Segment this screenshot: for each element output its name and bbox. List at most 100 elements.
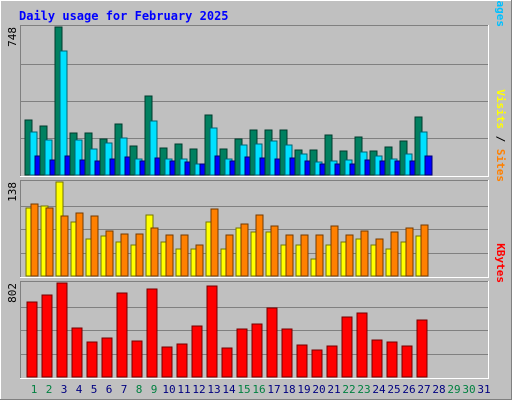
- bar-kbytes-day-14: [221, 347, 233, 378]
- bar-kbytes-day-3: [56, 282, 68, 378]
- day-label-13: 13: [207, 383, 220, 396]
- day-label-2: 2: [46, 383, 53, 396]
- bar-sites-day-3: [60, 215, 69, 277]
- bar-sites-day-10: [165, 234, 174, 277]
- day-label-4: 4: [76, 383, 83, 396]
- bar-kbytes-day-25: [386, 341, 398, 378]
- bar-kbytes-day-21: [326, 345, 338, 378]
- legend-separator: /: [494, 129, 507, 149]
- bar-sites-day-27: [420, 224, 429, 277]
- bar-kbytes-day-1: [26, 301, 38, 378]
- bar-sites-day-11: [180, 234, 189, 277]
- day-label-6: 6: [106, 383, 113, 396]
- day-label-31: 31: [477, 383, 490, 396]
- bars: [25, 181, 429, 277]
- day-label-10: 10: [162, 383, 175, 396]
- day-label-20: 20: [312, 383, 325, 396]
- bar-kbytes-day-23: [356, 312, 368, 378]
- bar-sites-day-22: [345, 234, 354, 277]
- bar-hits-day-21: [324, 134, 333, 176]
- bar-sites-day-19: [300, 234, 309, 277]
- bar-kbytes-day-13: [206, 285, 218, 378]
- bar-kbytes-day-18: [281, 328, 293, 378]
- panel-kbytes: 802 KBytes: [6, 243, 507, 379]
- bar-sites-day-16: [255, 214, 264, 277]
- bar-files-day-1: [29, 131, 38, 176]
- day-label-8: 8: [136, 383, 143, 396]
- bar-kbytes-day-22: [341, 316, 353, 378]
- bar-kbytes-day-7: [116, 292, 128, 378]
- bar-files-day-9: [149, 120, 158, 176]
- legend: KBytes: [494, 243, 507, 283]
- bar-sites-day-4: [75, 212, 84, 277]
- day-label-12: 12: [192, 383, 205, 396]
- day-label-3: 3: [61, 383, 68, 396]
- day-label-22: 22: [342, 383, 355, 396]
- bar-kbytes-day-10: [161, 346, 173, 378]
- bars: [24, 26, 433, 176]
- bar-kbytes-day-20: [311, 349, 323, 378]
- day-label-25: 25: [387, 383, 400, 396]
- bar-sites-day-8: [135, 233, 144, 277]
- day-label-24: 24: [372, 383, 386, 396]
- day-label-11: 11: [177, 383, 190, 396]
- bar-sites-day-14: [225, 234, 234, 277]
- bar-files-day-27: [419, 131, 428, 176]
- bar-sites-day-2: [45, 207, 54, 277]
- bar-sites-day-25: [390, 231, 399, 277]
- legend-item-pages: Pages: [494, 0, 507, 27]
- bar-sites-day-20: [315, 234, 324, 277]
- bar-kbytes-day-17: [266, 307, 278, 378]
- bar-sites-day-21: [330, 225, 339, 277]
- bar-hits-day-12: [189, 148, 198, 176]
- chart-panels: 748 Hits / Files / Pages 138 Visits / Sites…: [6, 0, 507, 379]
- bar-sites-day-18: [285, 234, 294, 277]
- bar-kbytes-day-2: [41, 294, 53, 378]
- bar-sites-day-17: [270, 225, 279, 277]
- bar-sites-day-9: [150, 227, 159, 277]
- day-label-18: 18: [282, 383, 295, 396]
- bar-kbytes-day-16: [251, 323, 263, 378]
- day-label-5: 5: [91, 383, 98, 396]
- legend: Visits / Sites: [494, 89, 507, 182]
- bar-kbytes-day-4: [71, 327, 83, 378]
- bar-files-day-13: [209, 127, 218, 176]
- day-label-21: 21: [327, 383, 340, 396]
- bar-kbytes-day-11: [176, 343, 188, 378]
- legend-item-visits: Visits: [494, 89, 507, 129]
- bar-files-day-17: [269, 140, 278, 176]
- day-label-1: 1: [31, 383, 38, 396]
- day-label-23: 23: [357, 383, 370, 396]
- day-label-29: 29: [447, 383, 460, 396]
- bar-files-day-2: [44, 139, 53, 176]
- bar-sites-day-23: [360, 230, 369, 277]
- bar-sites-day-24: [375, 238, 384, 277]
- bar-pages-day-27: [424, 155, 433, 176]
- day-label-19: 19: [297, 383, 310, 396]
- day-label-26: 26: [402, 383, 415, 396]
- panel-hits-files-pages: 748 Hits / Files / Pages: [6, 0, 507, 177]
- bars: [26, 282, 428, 378]
- panel-visits-sites: 138 Visits / Sites: [6, 89, 507, 278]
- bar-files-day-4: [74, 139, 83, 176]
- legend-item-sites: Sites: [494, 149, 507, 182]
- day-label-16: 16: [252, 383, 265, 396]
- bar-kbytes-day-15: [236, 328, 248, 378]
- bar-kbytes-day-8: [131, 340, 143, 378]
- bar-kbytes-day-24: [371, 339, 383, 378]
- legend: Hits / Files / Pages: [494, 0, 507, 27]
- bar-sites-day-1: [30, 203, 39, 277]
- day-label-28: 28: [432, 383, 445, 396]
- bar-kbytes-day-5: [86, 341, 98, 378]
- legend-item-kbytes: KBytes: [494, 243, 507, 283]
- bar-kbytes-day-26: [401, 345, 413, 378]
- bar-kbytes-day-6: [101, 337, 113, 378]
- bar-sites-day-12: [195, 244, 204, 277]
- bar-kbytes-day-12: [191, 325, 203, 378]
- bar-kbytes-day-9: [146, 288, 158, 378]
- day-label-7: 7: [121, 383, 128, 396]
- bar-sites-day-26: [405, 227, 414, 277]
- bar-sites-day-5: [90, 215, 99, 277]
